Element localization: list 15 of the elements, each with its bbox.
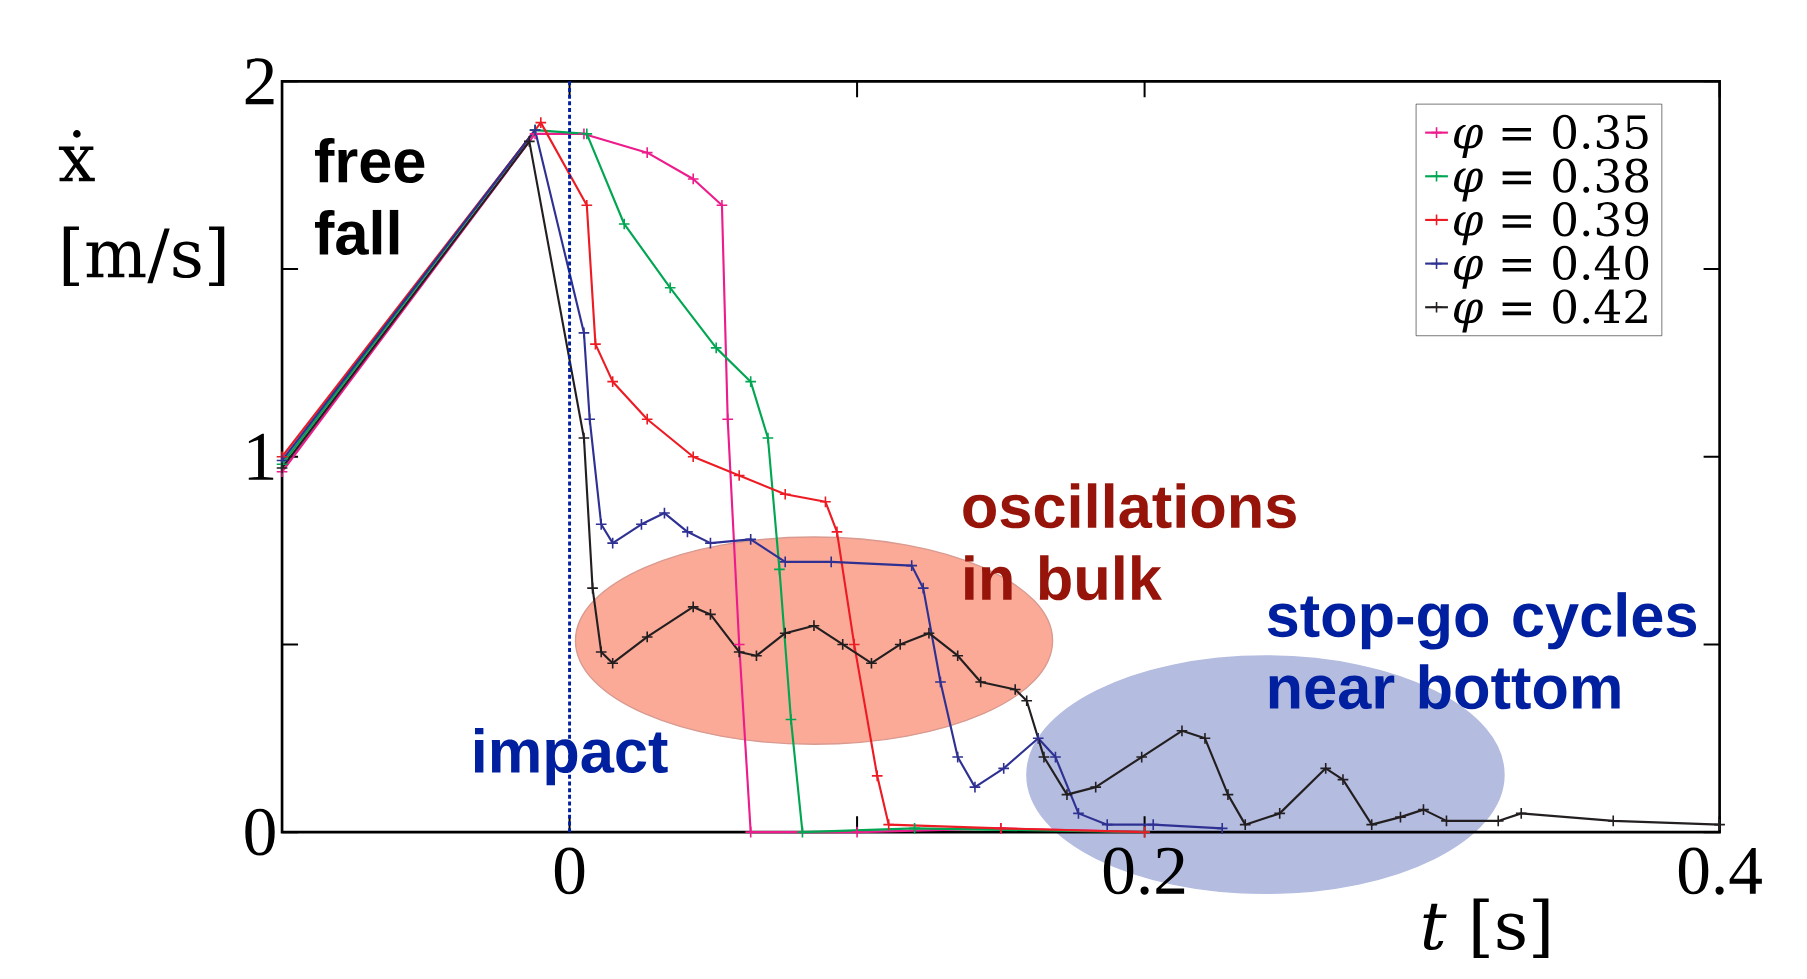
x-tick-label: 0: [554, 847, 585, 895]
legend-label: φ = 0.38: [1454, 158, 1649, 202]
y-tick-label: 0: [245, 808, 275, 856]
y-tick-label: 2: [245, 58, 274, 105]
y-tick-label: 1: [248, 433, 274, 480]
x-tick-label: 0.2: [1103, 847, 1185, 895]
x-tick-label: 0.4: [1678, 847, 1762, 895]
annotation: free fall: [315, 138, 425, 256]
legend-label: φ = 0.42: [1454, 289, 1647, 333]
legend-label: φ = 0.40: [1454, 245, 1649, 289]
y-axis-title: ẋ [m/s]: [58, 130, 225, 287]
legend-label: φ = 0.35: [1454, 114, 1648, 158]
ref-line-label: impact: [474, 728, 668, 786]
legend-label: φ = 0.39: [1454, 202, 1649, 246]
x-axis-title: t [s]: [1423, 898, 1549, 958]
